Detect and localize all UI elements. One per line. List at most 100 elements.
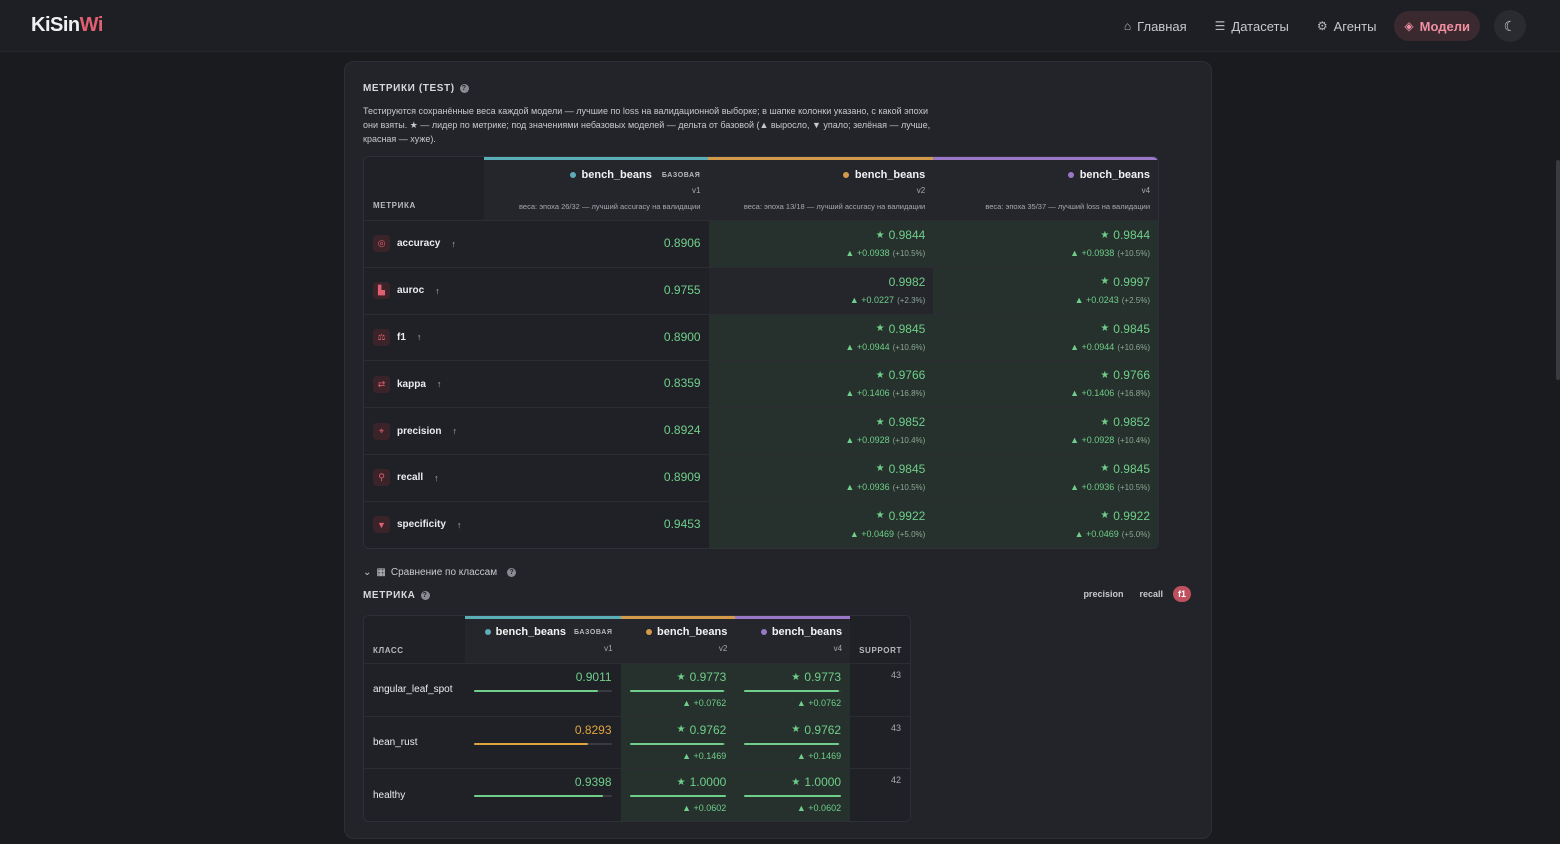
metric-name: recall bbox=[397, 472, 424, 484]
theme-toggle-button[interactable]: ☾ bbox=[1494, 10, 1526, 42]
chip-precision[interactable]: precision bbox=[1083, 589, 1124, 599]
metric-row-kappa: ⇄ kappa ↑ 0.8359 ★ 0.9766 ▲ +0.1406 (+16.8%) ★ 0.… bbox=[364, 360, 1158, 408]
balance-icon: ⚖ bbox=[373, 328, 390, 346]
page-scrollbar[interactable] bbox=[1556, 160, 1560, 380]
nav-models[interactable]: ◈ Модели bbox=[1394, 11, 1480, 41]
class-metric-title: МЕТРИКА ? bbox=[363, 590, 430, 601]
support-cell: 42 bbox=[850, 769, 910, 822]
metric-value: ★ 0.9766 bbox=[1100, 368, 1150, 382]
delta-percent: (+10.5%) bbox=[892, 249, 926, 258]
value-text: 0.8924 bbox=[663, 423, 701, 438]
metric-value: 0.9982 bbox=[889, 275, 926, 289]
value-text: 0.8906 bbox=[663, 236, 701, 250]
value-text: 1.0000 bbox=[804, 775, 842, 790]
delta-percent: (+2.5%) bbox=[1121, 295, 1150, 305]
metrics-description: Тестируются сохранённые веса каждой моде… bbox=[363, 106, 931, 144]
base-value-cell: 0.8906 bbox=[483, 221, 709, 267]
star-icon: ★ bbox=[1100, 463, 1110, 475]
arrow-up-icon: ↑ bbox=[452, 426, 457, 437]
class-value: ★ 1.0000 bbox=[677, 775, 727, 789]
value-text: 0.9845 bbox=[888, 321, 926, 336]
class-comparison-toggle[interactable]: ⌄ ▦ Сравнение по классам ? bbox=[363, 567, 517, 578]
model-dot-icon bbox=[484, 629, 491, 635]
support-value: 42 bbox=[890, 775, 901, 786]
chip-recall[interactable]: recall bbox=[1139, 589, 1163, 599]
metric-row-precision: ⌖ precision ↑ 0.8924 ★ 0.9852 ▲ +0.0928 (+10.4%… bbox=[364, 407, 1158, 454]
class-value: 0.9011 bbox=[576, 670, 612, 684]
nav-datasets[interactable]: ☰ Датасеты bbox=[1214, 18, 1289, 34]
model-column-header-v4: bench_beans v4 веса: эпоха 35/37 — лучши… bbox=[933, 157, 1158, 220]
value-text: 0.9844 bbox=[1113, 228, 1150, 242]
handshake-icon: ⇄ bbox=[373, 375, 390, 393]
base-value-cell: 0.8909 bbox=[483, 454, 709, 501]
class-value: ★ 0.9762 bbox=[791, 723, 841, 737]
class-value: ★ 0.9762 bbox=[677, 723, 727, 737]
value-cell-v2: ★ 0.9766 ▲ +0.1406 (+16.8%) bbox=[708, 361, 934, 408]
nav-home[interactable]: ⌂ Главная bbox=[1123, 18, 1187, 34]
help-icon[interactable]: ? bbox=[459, 84, 469, 93]
delta-value: ▲ +0.0936 (+10.5%) bbox=[845, 482, 925, 492]
progress-fill bbox=[744, 795, 842, 798]
support-cell: 43 bbox=[850, 664, 910, 716]
delta-value: ▲ +0.0762 bbox=[682, 698, 727, 708]
delta-value: ▲ +0.0469 (+5.0%) bbox=[1075, 529, 1150, 539]
metric-name-cell: ⌖ precision ↑ bbox=[364, 408, 484, 454]
progress-bar bbox=[473, 690, 612, 692]
base-value-cell: 0.8359 bbox=[483, 361, 709, 408]
value-text: 0.9762 bbox=[804, 722, 842, 737]
class-value-cell-base: 0.8293 bbox=[464, 716, 621, 769]
app-logo[interactable]: KiSinWi bbox=[31, 14, 103, 36]
progress-bar bbox=[744, 795, 842, 798]
delta-percent: (+10.5%) bbox=[1117, 482, 1150, 492]
star-icon: ★ bbox=[875, 463, 885, 475]
class-value-cell-v2: ★ 0.9762 ▲ +0.1469 bbox=[620, 716, 736, 769]
class-name: bean_rust bbox=[364, 716, 465, 769]
delta-percent: (+10.4%) bbox=[1117, 436, 1150, 446]
class-row-bean_rust: bean_rust 0.8293 ★ 0.9762 ▲ +0.1469 ★ 0.9762 ▲ … bbox=[364, 715, 910, 769]
help-icon[interactable]: ? bbox=[420, 591, 430, 600]
value-text: 0.9997 bbox=[1113, 274, 1150, 289]
model-column-header-v1: bench_beans БАЗОВАЯ v1 веса: эпоха 26/32 … bbox=[483, 157, 709, 220]
value-text: 0.9773 bbox=[689, 670, 727, 684]
class-name: healthy bbox=[364, 769, 465, 822]
delta-text: ▲ +0.0469 bbox=[849, 528, 895, 539]
metric-value: ★ 0.9845 bbox=[876, 322, 926, 336]
base-badge: БАЗОВАЯ bbox=[573, 628, 613, 636]
nav-agents[interactable]: ⚙ Агенты bbox=[1316, 18, 1377, 34]
value-text: 0.9773 bbox=[804, 670, 842, 684]
delta-value: ▲ +0.1406 (+16.8%) bbox=[1070, 388, 1150, 398]
value-text: 0.9844 bbox=[888, 228, 926, 242]
progress-bar bbox=[744, 742, 842, 745]
class-value-cell-v4: ★ 1.0000 ▲ +0.0602 bbox=[735, 769, 851, 822]
metric-value: ★ 0.9852 bbox=[1100, 415, 1150, 429]
value-text: 0.9922 bbox=[888, 508, 926, 523]
class-model-header-v4: bench_beans v4 bbox=[735, 616, 851, 663]
metric-row-f1: ⚖ f1 ↑ 0.8900 ★ 0.9845 ▲ +0.0944 (+10.6%) ★ 0.984… bbox=[364, 313, 1158, 361]
value-cell-v2: ★ 0.9844 ▲ +0.0938 (+10.5%) bbox=[708, 221, 934, 267]
support-value: 43 bbox=[890, 722, 901, 733]
value-text: 0.9766 bbox=[888, 368, 926, 383]
metric-name: precision bbox=[397, 425, 442, 437]
chip-f1[interactable]: f1 bbox=[1172, 586, 1191, 602]
progress-bar bbox=[473, 742, 612, 745]
target-icon: ◎ bbox=[373, 235, 390, 253]
delta-value: ▲ +0.0602 bbox=[682, 803, 727, 814]
class-value: 0.9398 bbox=[575, 775, 612, 789]
search-icon: ⚲ bbox=[373, 469, 390, 487]
delta-value: ▲ +0.0944 (+10.6%) bbox=[845, 342, 925, 352]
value-cell-v4: ★ 0.9852 ▲ +0.0928 (+10.4%) bbox=[933, 408, 1158, 454]
progress-bar bbox=[629, 795, 727, 798]
class-value: 0.8293 bbox=[575, 723, 612, 737]
col-class-header: КЛАСС bbox=[373, 646, 404, 655]
delta-value: ▲ +0.0928 (+10.4%) bbox=[845, 435, 925, 445]
delta-text: ▲ +0.0243 bbox=[1074, 294, 1119, 305]
value-text: 0.9011 bbox=[575, 670, 612, 684]
home-icon: ⌂ bbox=[1123, 19, 1132, 33]
value-text: 0.9762 bbox=[689, 722, 727, 737]
star-icon: ★ bbox=[875, 323, 885, 335]
class-value-cell-base: 0.9011 bbox=[464, 664, 621, 716]
metric-name: auroc bbox=[397, 285, 425, 297]
metric-value: ★ 0.9845 bbox=[1100, 322, 1150, 336]
help-icon[interactable]: ? bbox=[507, 568, 517, 577]
star-icon: ★ bbox=[875, 229, 885, 241]
